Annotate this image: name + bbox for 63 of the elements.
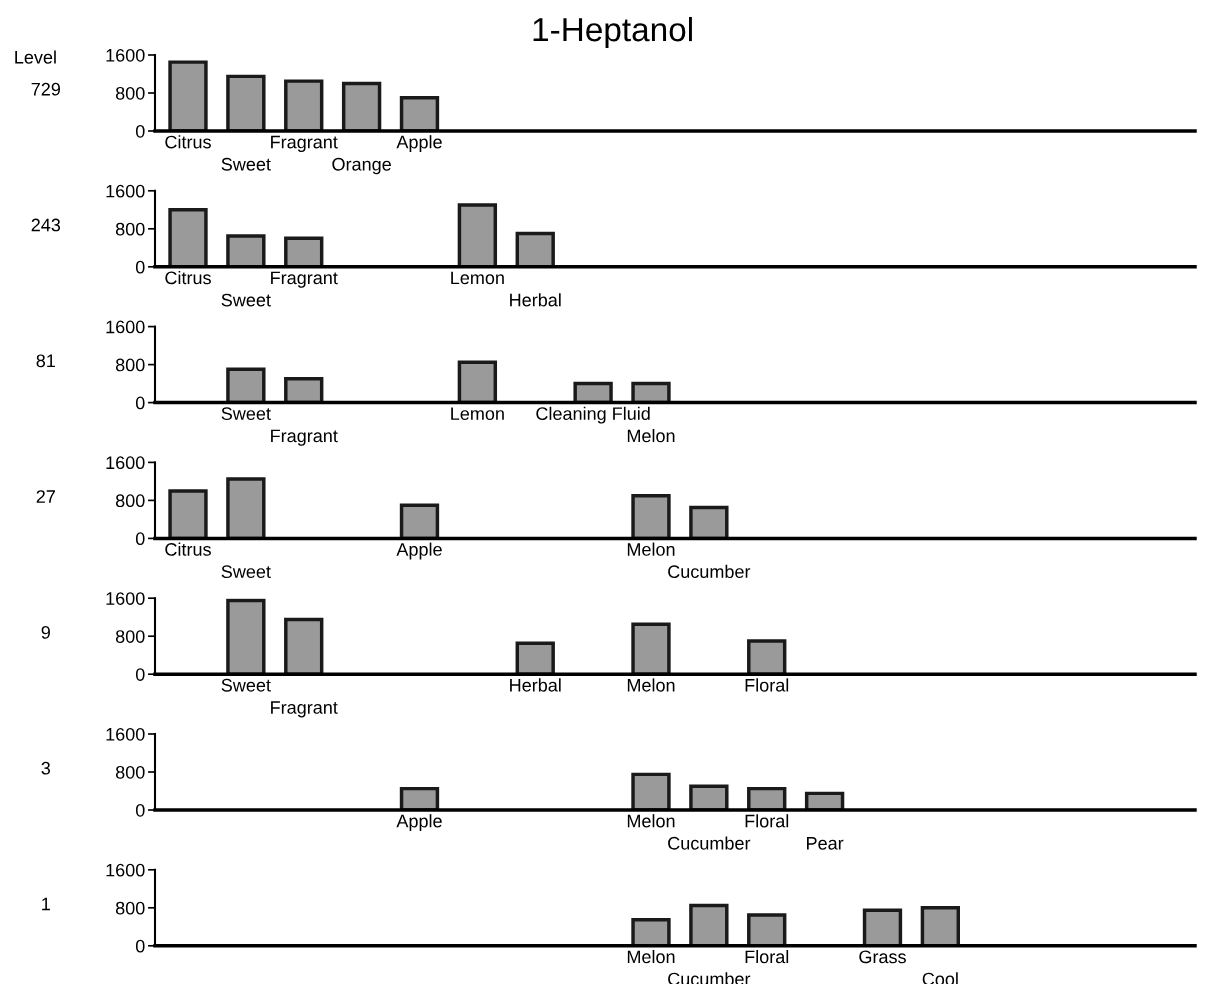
x-tick-label: Apple <box>396 542 442 560</box>
y-axis-title: 81 <box>36 354 55 368</box>
y-tick-label: 0 <box>135 803 145 817</box>
y-tick-label: 0 <box>135 668 145 681</box>
y-tick-label: 800 <box>115 630 145 643</box>
x-tick-label: Sweet <box>221 565 271 579</box>
x-tick-label: Citrus <box>165 270 211 285</box>
y-axis-title: 3 <box>41 761 51 775</box>
y-tick-label: 0 <box>135 124 145 138</box>
x-tick-label: Herbal <box>510 293 561 307</box>
y-tick-label: 0 <box>135 532 145 546</box>
y-axis-title: 27 <box>36 490 55 503</box>
x-tick-label: Cleaning Fluid <box>536 406 650 424</box>
x-tick-label: Apple <box>396 814 442 831</box>
x-tick-label: Lemon <box>451 271 504 285</box>
x-tick-label: Sweet <box>221 293 271 307</box>
x-tick-label: Herbal <box>510 678 561 692</box>
y-tick-label: 1600 <box>106 184 145 198</box>
x-tick-label: Melon <box>627 542 675 556</box>
x-tick-label: Citrus <box>165 542 211 556</box>
x-tick-label: Fragrant <box>271 429 338 446</box>
x-tick-label: Melon <box>627 428 675 443</box>
y-axis-title: 9 <box>41 625 50 639</box>
x-tick-label: Floral <box>745 814 789 828</box>
y-tick-label: 1600 <box>106 48 145 62</box>
y-tick-label: 800 <box>115 765 145 779</box>
x-tick-label: Fragrant <box>271 135 338 152</box>
y-axis-title: 1 <box>42 897 50 911</box>
x-tick-label: Cucumber <box>668 836 751 850</box>
x-tick-label: Melon <box>627 949 675 964</box>
x-tick-label: Pear <box>807 837 844 850</box>
y-tick-label: 800 <box>115 901 145 915</box>
x-tick-label: Cucumber <box>668 564 751 579</box>
y-axis-title: 243 <box>31 218 61 232</box>
x-tick-label: Fragrant <box>271 271 338 288</box>
x-tick-label: Sweet <box>221 157 271 171</box>
y-tick-label: 0 <box>135 396 145 410</box>
chart-title: 1-Heptanol <box>533 16 692 49</box>
y-tick-label: 1600 <box>106 456 145 470</box>
x-tick-label: Floral <box>745 678 789 692</box>
text: Level <box>15 50 56 64</box>
y-tick-label: 1600 <box>106 727 145 741</box>
y-tick-label: 1600 <box>106 592 145 605</box>
x-tick-label: Sweet <box>221 678 271 692</box>
x-tick-label: Citrus <box>165 135 211 149</box>
x-tick-label: Floral <box>745 949 789 964</box>
x-tick-label: Lemon <box>451 407 504 421</box>
x-tick-label: Melon <box>627 814 675 828</box>
x-tick-label: Sweet <box>221 407 271 421</box>
y-tick-label: 0 <box>135 260 145 274</box>
x-tick-label: Melon <box>627 678 675 692</box>
y-axis-title: 729 <box>31 82 61 96</box>
x-tick-label: Grass <box>859 950 906 964</box>
y-tick-label: 0 <box>135 939 145 953</box>
y-tick-label: 800 <box>115 222 145 236</box>
y-tick-label: 1600 <box>106 320 145 334</box>
x-tick-label: Apple <box>396 135 442 152</box>
y-tick-label: 800 <box>115 494 145 508</box>
x-tick-label: Orange <box>332 157 391 175</box>
x-tick-label: Fragrant <box>271 701 338 718</box>
y-tick-label: 1600 <box>106 863 145 877</box>
y-tick-label: 800 <box>115 358 145 372</box>
y-tick-label: 800 <box>115 86 145 100</box>
